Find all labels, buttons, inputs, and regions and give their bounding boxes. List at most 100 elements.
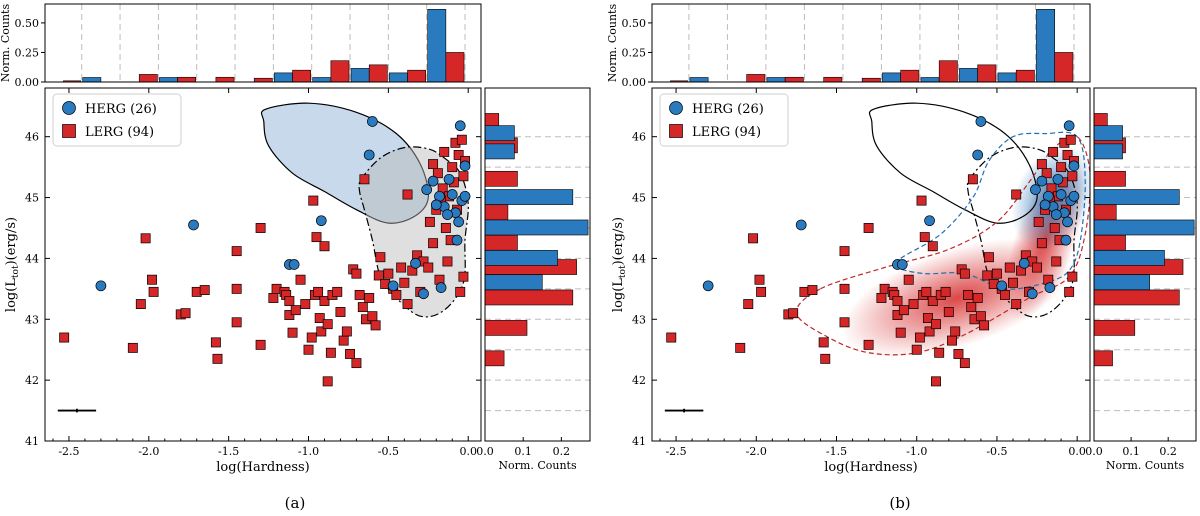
right-hist-xtick-label: 0.0 xyxy=(1085,445,1103,458)
top-hist-bar-lerg xyxy=(407,69,426,83)
herg-point xyxy=(288,259,300,270)
lerg-point xyxy=(735,342,746,353)
x-axis-label: log(Hardness) xyxy=(216,460,309,475)
herg-point xyxy=(453,216,464,228)
lerg-point xyxy=(1008,277,1018,288)
lerg-point xyxy=(458,171,469,182)
legend-box xyxy=(659,93,789,147)
lerg-point xyxy=(316,326,327,337)
lerg-point xyxy=(914,332,925,343)
lerg-point xyxy=(943,307,954,317)
lerg-point xyxy=(428,238,439,249)
y-tick-label: 45 xyxy=(632,192,646,205)
lerg-point xyxy=(940,286,951,297)
lerg-point xyxy=(754,274,765,285)
top-hist-ytick-label: 0.25 xyxy=(15,46,40,59)
lerg-point xyxy=(458,271,469,282)
right-hist-xtick-label: 0.0 xyxy=(476,445,494,458)
lerg-point xyxy=(1004,262,1015,273)
right-hist-bar-herg xyxy=(1093,125,1123,141)
right-hist-frame xyxy=(484,87,591,442)
right-hist-bar-herg xyxy=(484,250,558,266)
legend-herg-label: HERG (26) xyxy=(85,102,157,117)
herg-point xyxy=(1062,216,1073,228)
lerg-point xyxy=(931,376,941,387)
top-hist-bar-lerg xyxy=(977,64,997,83)
herg-point xyxy=(435,282,447,293)
lerg-point xyxy=(424,216,435,227)
herg-point xyxy=(363,149,375,161)
top-hist-bar-lerg xyxy=(138,74,158,83)
right-hist-bar-lerg xyxy=(484,350,505,367)
legend-herg-marker xyxy=(669,101,683,115)
top-hist-bar-herg xyxy=(882,72,901,83)
herg-point xyxy=(1060,234,1072,246)
top-hist-bar-lerg xyxy=(823,76,843,83)
right-hist-bar-herg xyxy=(1093,143,1123,160)
herg-point xyxy=(972,149,984,161)
y-tick-label: 41 xyxy=(25,435,39,448)
lerg-point xyxy=(934,347,945,358)
lerg-point xyxy=(983,252,994,263)
herg-point xyxy=(975,116,987,127)
lerg-point xyxy=(322,319,333,330)
right-hist-xtick-label: 0.1 xyxy=(1122,445,1140,458)
lerg-point xyxy=(921,286,932,297)
top-hist-bar-herg xyxy=(1036,9,1056,83)
lerg-point xyxy=(919,232,930,243)
caption-a: (a) xyxy=(285,494,306,512)
lerg-point xyxy=(439,146,450,157)
herg-point xyxy=(1068,190,1080,202)
y-tick-label: 45 xyxy=(25,192,39,205)
y-axis-label-main: log(L xyxy=(4,278,19,312)
caption-b: (b) xyxy=(889,494,910,512)
lerg-point xyxy=(839,283,850,294)
herg-point xyxy=(1039,199,1051,211)
top-hist-bar-herg xyxy=(312,77,332,83)
main-axes-frame xyxy=(44,87,482,442)
lerg-point xyxy=(440,223,451,233)
right-hist-bar-lerg xyxy=(1093,320,1136,336)
lerg-point xyxy=(1056,162,1067,173)
lerg-point xyxy=(314,313,325,324)
top-hist-bar-lerg xyxy=(746,74,766,83)
lerg-point xyxy=(876,293,887,303)
lerg-point xyxy=(140,233,151,244)
right-hist-bar-lerg xyxy=(1093,170,1126,187)
lerg-point xyxy=(199,285,210,296)
herg-point xyxy=(443,173,455,185)
herg-contour xyxy=(868,102,1038,224)
x-tick-label: 0.0 xyxy=(459,445,477,458)
lerg-point xyxy=(402,189,413,200)
lerg-point xyxy=(375,252,386,263)
lerg-point xyxy=(863,339,874,350)
lerg-point xyxy=(1051,256,1062,267)
y-axis-label: log(Ltot)(erg/s) xyxy=(4,217,21,312)
right-hist-frame xyxy=(1093,87,1197,442)
lerg-point xyxy=(1049,223,1060,233)
lerg-point xyxy=(447,162,458,173)
y-tick-label: 44 xyxy=(25,252,39,265)
right-hist-bar-herg xyxy=(484,274,543,291)
top-hist-bar-herg xyxy=(82,77,102,83)
main-axes-content xyxy=(664,102,1090,413)
y-tick-label: 46 xyxy=(632,131,646,144)
herg-point xyxy=(1036,175,1048,187)
lerg-point xyxy=(972,293,983,303)
right-hist-bar-herg xyxy=(1093,274,1150,291)
lerg-point xyxy=(1011,299,1022,310)
y-axis-label-unit: )(erg/s) xyxy=(611,217,626,266)
lerg-point xyxy=(1067,171,1078,182)
top-hist-bar-herg xyxy=(159,77,178,83)
x-tick-label: -1.0 xyxy=(298,445,319,458)
lerg-point xyxy=(180,308,191,319)
top-hist-bar-herg xyxy=(274,72,293,83)
lerg-point xyxy=(231,317,242,328)
lerg-point xyxy=(351,268,362,279)
right-hist-bar-herg xyxy=(484,125,515,141)
right-hist-xtick-label: 0.2 xyxy=(1159,445,1177,458)
legend-herg-marker xyxy=(62,101,76,115)
